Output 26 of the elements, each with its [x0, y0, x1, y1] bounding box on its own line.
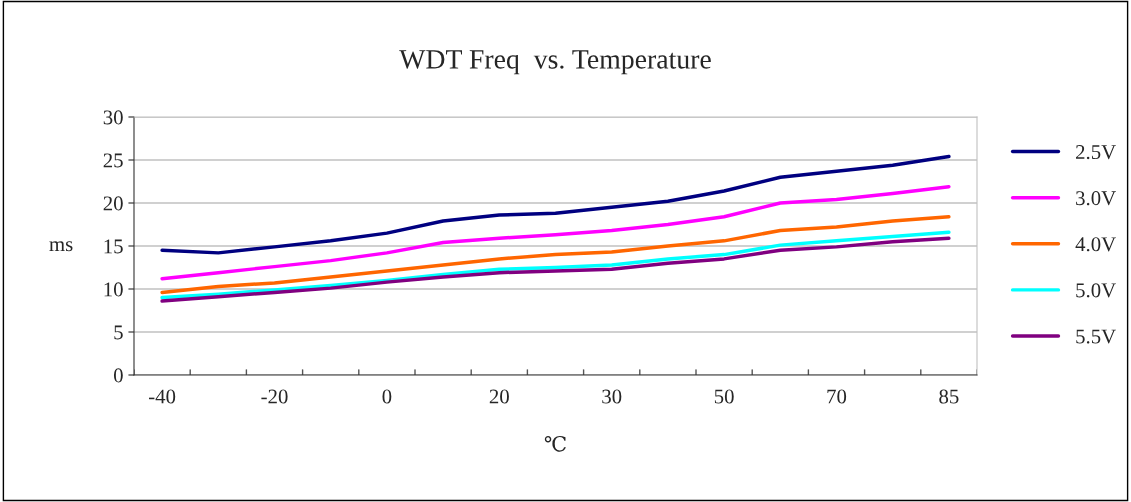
line-series — [160, 154, 951, 255]
x-tick-label: 50 — [714, 389, 734, 404]
x-tick-label: 0 — [382, 389, 392, 404]
line-series — [160, 184, 951, 281]
y-tick-label: 0 — [113, 368, 123, 383]
line-series — [160, 215, 951, 295]
x-tick-label: 70 — [827, 389, 847, 404]
y-tick-label: 5 — [114, 325, 123, 340]
y-tick-label: 30 — [103, 110, 123, 125]
x-tick-label: 30 — [602, 389, 622, 404]
y-tick-label: 25 — [103, 153, 123, 168]
x-tick-label: 20 — [489, 389, 509, 404]
x-tick-label: 85 — [939, 389, 959, 404]
x-axis-title: ℃ — [544, 435, 566, 452]
y-tick-label: 20 — [103, 196, 123, 211]
legend-label: 5.0V — [1076, 283, 1116, 298]
y-axis-title: ms — [49, 241, 73, 252]
x-tick-label: -40 — [148, 389, 176, 404]
legend-label: 4.0V — [1075, 237, 1116, 252]
chart-title: WDT Freq vs. Temperature — [399, 50, 711, 75]
y-tick-label: 10 — [104, 282, 123, 297]
y-tick-label: 15 — [104, 239, 123, 254]
x-tick-label: -20 — [261, 389, 288, 404]
legend-label: 5.5V — [1076, 329, 1116, 344]
legend-label: 3.0V — [1076, 191, 1116, 206]
legend-label: 2.5V — [1076, 145, 1116, 160]
